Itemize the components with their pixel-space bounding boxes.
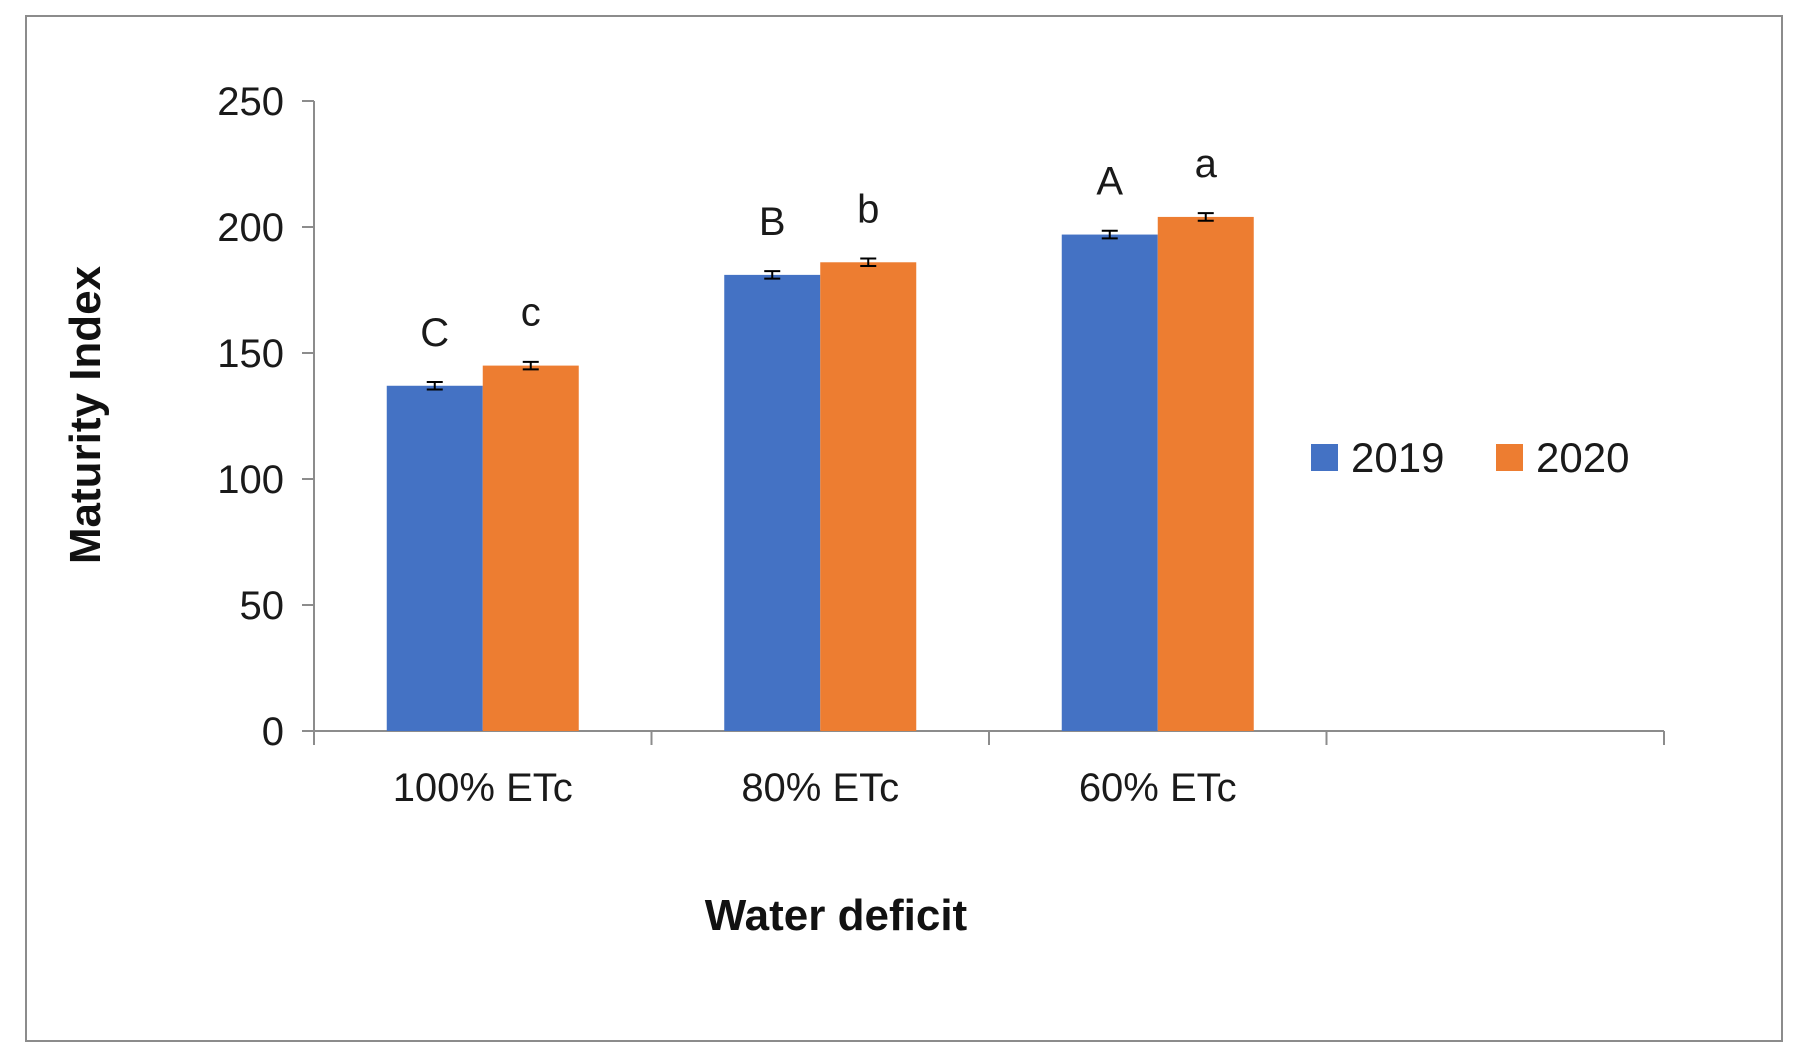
- significance-letter: A: [1096, 160, 1123, 204]
- legend-swatch-2019: [1311, 444, 1338, 471]
- error-bar: [764, 270, 781, 280]
- error-bars: [426, 212, 1214, 391]
- bar-2019-3: [1061, 234, 1158, 731]
- significance-letter: b: [857, 187, 879, 231]
- y-tick-label: 50: [240, 584, 285, 628]
- significance-letter: c: [521, 291, 541, 335]
- bar-2020-1: [482, 365, 579, 731]
- x-tick-label: 80% ETc: [741, 766, 899, 810]
- bars: [386, 216, 1254, 732]
- y-tick-label: 100: [217, 458, 284, 502]
- x-axis: 100% ETc 80% ETc 60% ETc: [313, 730, 1665, 810]
- y-axis: 0 50 100 150 200 250: [217, 80, 315, 754]
- significance-letter: B: [759, 200, 786, 244]
- bar-2019-2: [724, 274, 821, 731]
- error-bar: [860, 257, 877, 268]
- x-tick-label: 100% ETc: [393, 766, 573, 810]
- y-tick-label: 150: [217, 332, 284, 376]
- legend-label-2019: 2019: [1351, 434, 1444, 481]
- legend-label-2020: 2020: [1536, 434, 1629, 481]
- y-tick-label: 250: [217, 80, 284, 124]
- legend-swatch-2020: [1496, 444, 1523, 471]
- x-tick-label: 60% ETc: [1079, 766, 1237, 810]
- bar-2020-2: [820, 262, 917, 731]
- y-axis-title: Maturity Index: [61, 265, 110, 564]
- error-bar: [1101, 229, 1118, 240]
- bar-2019-1: [386, 385, 483, 731]
- legend: 2019 2020: [1311, 434, 1629, 481]
- y-tick-label: 0: [262, 710, 284, 754]
- error-bar: [522, 360, 539, 371]
- y-tick-label: 200: [217, 206, 284, 250]
- significance-letter: a: [1195, 142, 1218, 186]
- x-axis-title: Water deficit: [705, 891, 968, 940]
- bar-2020-3: [1157, 216, 1254, 732]
- significance-labels: C B Ac b a: [420, 142, 1217, 355]
- error-bar: [1197, 212, 1214, 222]
- error-bar: [426, 380, 443, 391]
- significance-letter: C: [420, 311, 449, 355]
